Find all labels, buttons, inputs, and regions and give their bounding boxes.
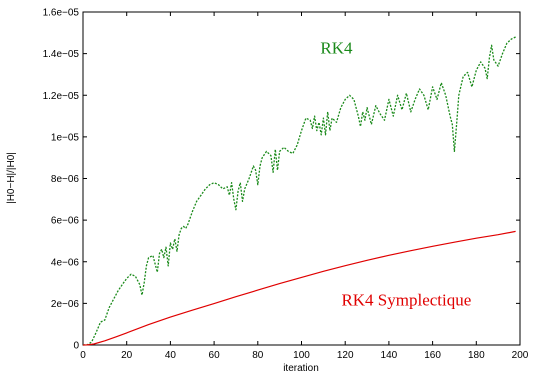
x-tick-label: 120 <box>337 350 354 361</box>
y-tick-label: 4e−06 <box>51 257 80 268</box>
y-tick-label: 1.6e−05 <box>43 8 80 19</box>
y-axis-label: |H0−H|/|H0| <box>6 152 17 204</box>
y-tick-label: 1e−05 <box>51 132 80 143</box>
x-axis-label: iteration <box>283 363 319 374</box>
y-tick-label: 6e−06 <box>51 216 80 227</box>
x-tick-label: 20 <box>121 350 133 361</box>
x-tick-label: 40 <box>165 350 177 361</box>
annotation-rk4-symplectique: RK4 Symplectique <box>341 290 471 309</box>
x-tick-label: 200 <box>512 350 529 361</box>
annotation-layer: RK4 RK4 Symplectique <box>320 39 471 310</box>
x-tick-label: 0 <box>80 350 86 361</box>
annotation-rk4: RK4 <box>320 39 353 58</box>
axis-ticks: 0 20 40 60 80 100 120 140 160 180 200 0 2e−06 4e−06 6e… <box>43 8 529 362</box>
x-tick-label: 100 <box>293 350 310 361</box>
y-tick-label: 8e−06 <box>51 174 80 185</box>
x-tick-label: 140 <box>381 350 398 361</box>
x-tick-label: 180 <box>468 350 485 361</box>
x-tick-label: 160 <box>424 350 441 361</box>
x-tick-label: 80 <box>252 350 264 361</box>
y-tick-label: 1.2e−05 <box>43 91 80 102</box>
plot-area <box>82 11 521 346</box>
y-tick-label: 1.4e−05 <box>43 49 80 60</box>
series-line-rk4-symplectique <box>82 230 516 346</box>
series-line-rk4 <box>82 36 516 346</box>
x-tick-label: 60 <box>209 350 221 361</box>
y-tick-label: 0 <box>73 341 79 352</box>
y-tick-label: 2e−06 <box>51 299 80 310</box>
series-layer <box>82 36 516 346</box>
